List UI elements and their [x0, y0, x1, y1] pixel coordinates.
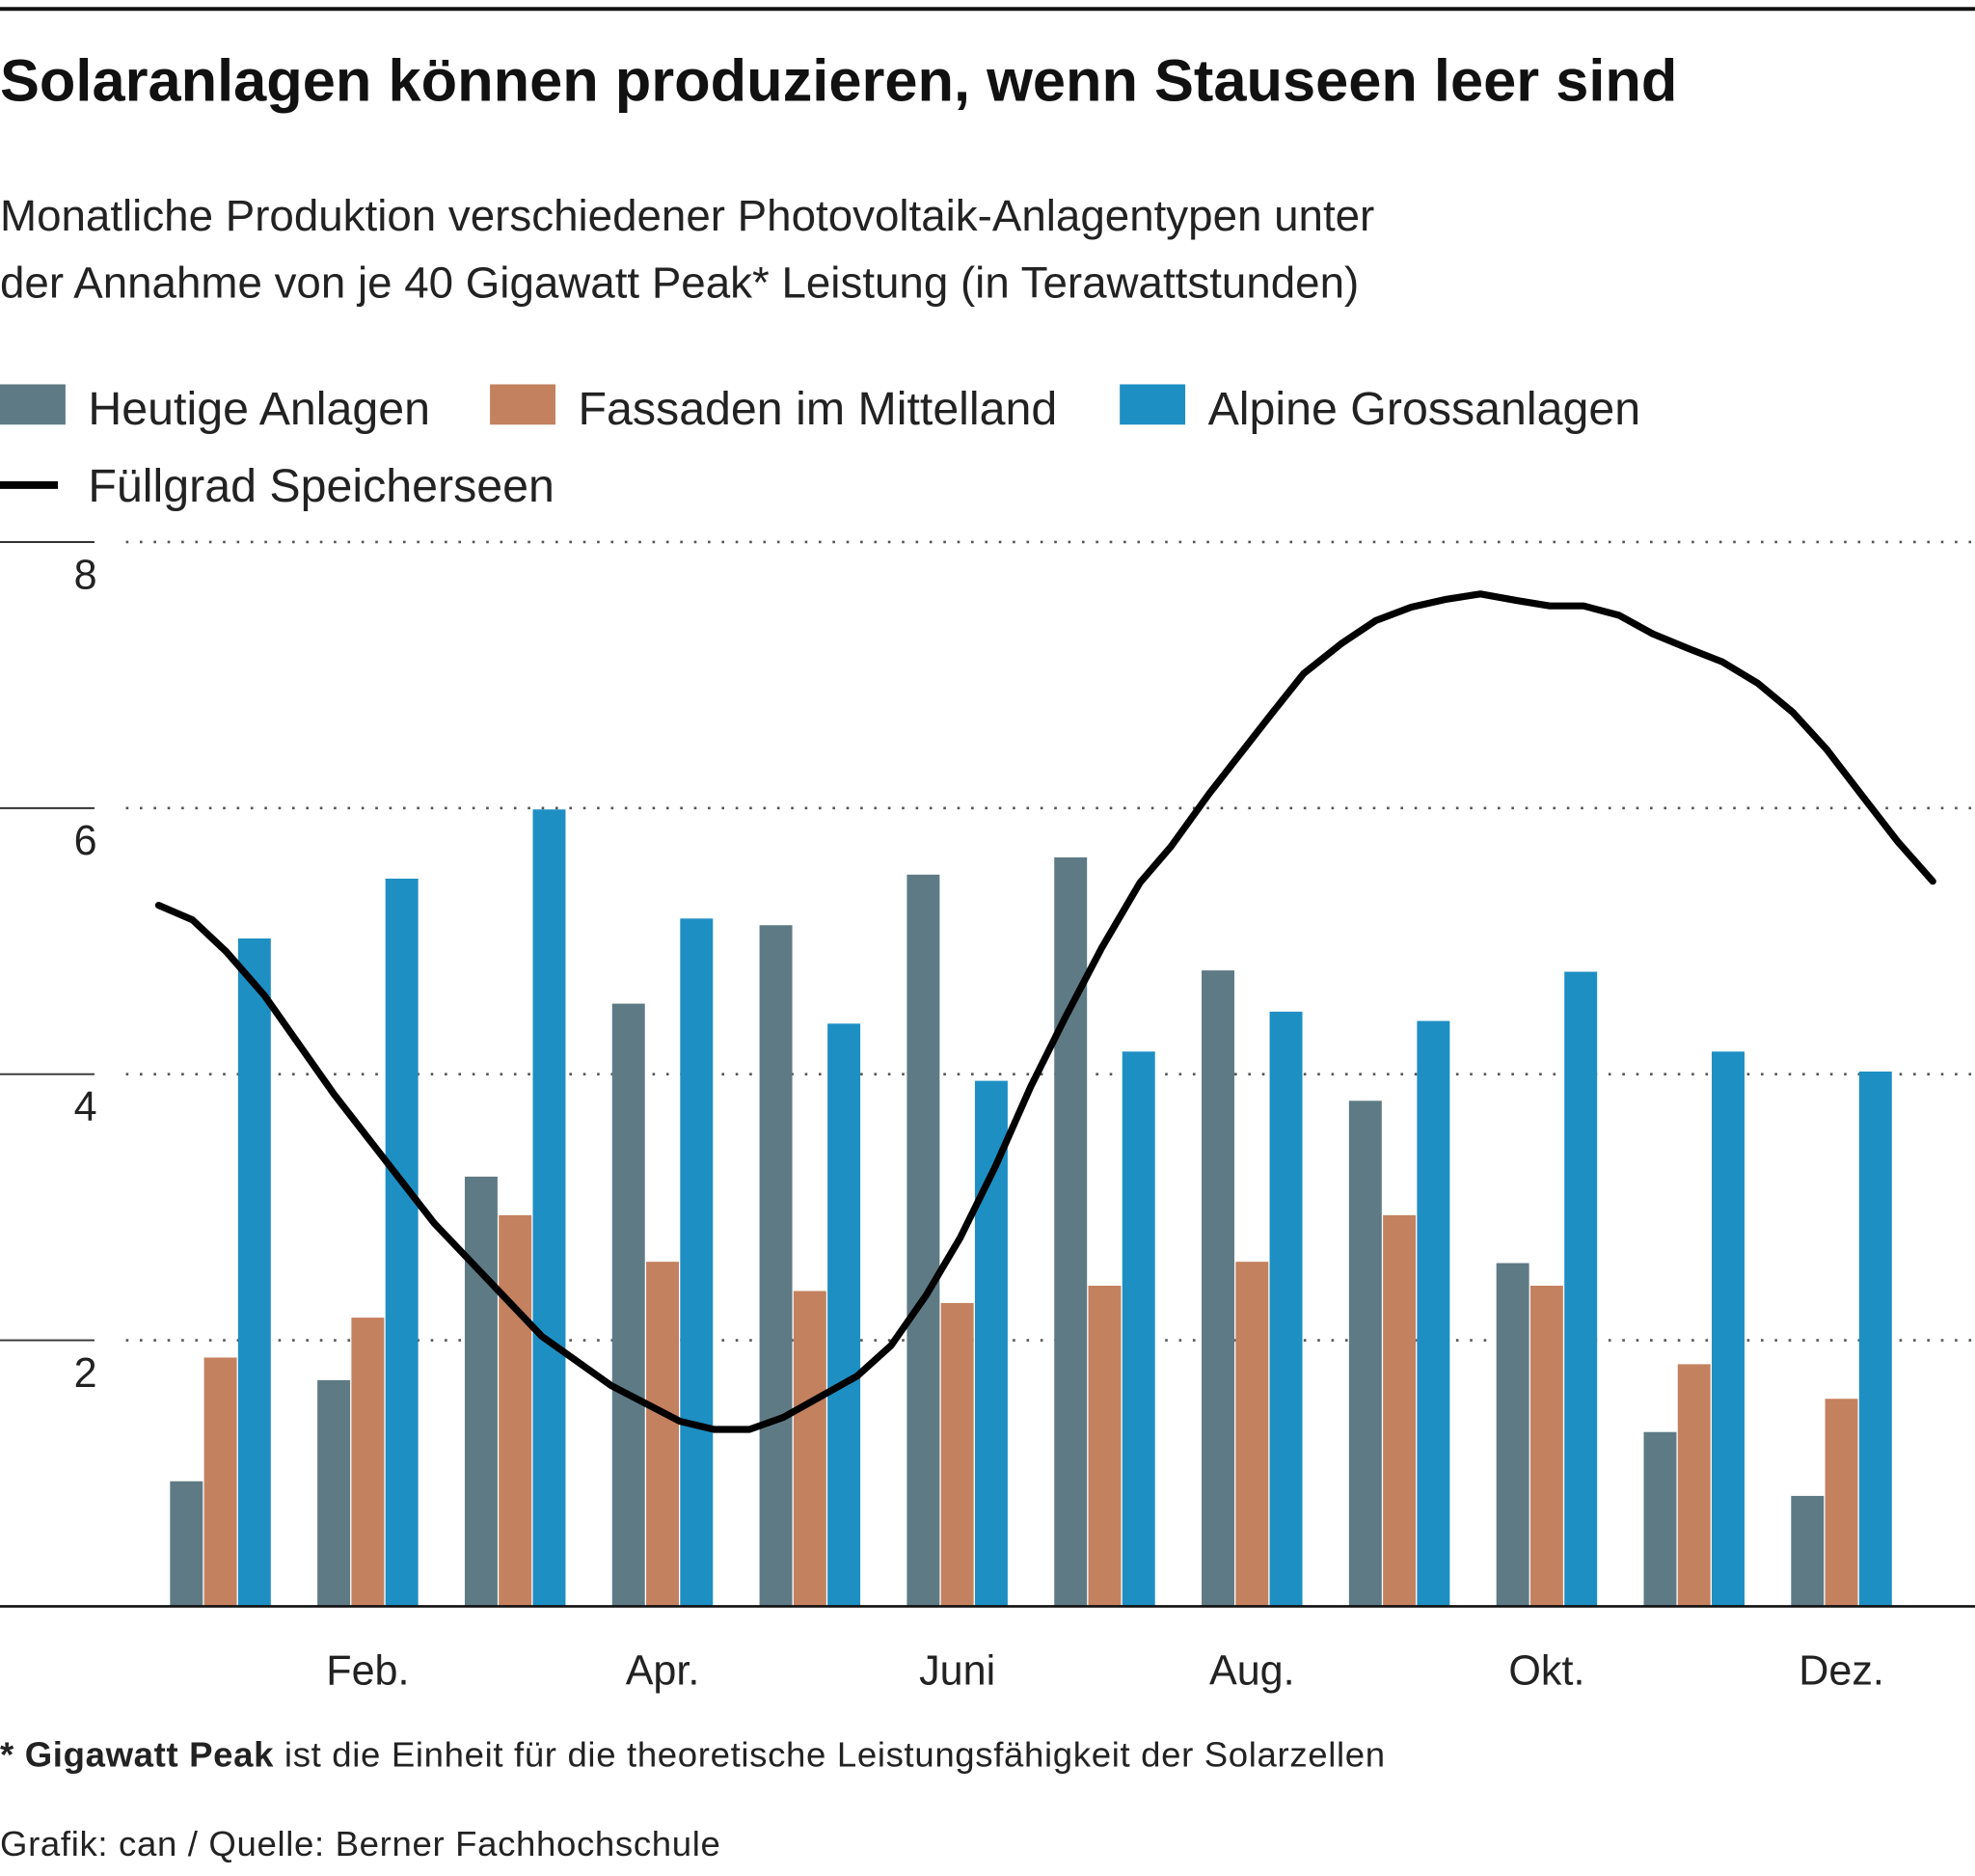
bar-alpine-grossanlagen — [1564, 971, 1598, 1607]
bar-fassaden-im-mittelland — [940, 1302, 974, 1607]
bar-fassaden-im-mittelland — [1088, 1285, 1122, 1607]
x-tick-label: Okt. — [1508, 1647, 1584, 1694]
bar-heutige-anlagen — [1348, 1101, 1382, 1607]
bar-fassaden-im-mittelland — [793, 1291, 826, 1607]
bar-heutige-anlagen — [1496, 1263, 1529, 1607]
bar-heutige-anlagen — [464, 1176, 498, 1607]
bar-alpine-grossanlagen — [827, 1023, 861, 1607]
chart-subtitle-line-2: der Annahme von je 40 Gigawatt Peak* Lei… — [0, 258, 1359, 307]
y-tick-label: 6 — [74, 818, 97, 864]
legend-swatch-alpine — [1120, 384, 1186, 425]
legend: Heutige Anlagen Fassaden im Mittelland A… — [0, 383, 1640, 512]
chart-title: Solaranlagen können produzieren, wenn St… — [0, 48, 1677, 115]
bar-fassaden-im-mittelland — [1825, 1399, 1858, 1607]
bar-fassaden-im-mittelland — [499, 1214, 532, 1607]
fill-level-line — [154, 590, 1936, 1433]
bar-fassaden-im-mittelland — [646, 1262, 679, 1607]
legend-label-heutige: Heutige Anlagen — [88, 383, 430, 435]
bar-fassaden-im-mittelland — [1677, 1364, 1711, 1607]
bar-heutige-anlagen — [170, 1481, 203, 1607]
bar-alpine-grossanlagen — [1712, 1051, 1745, 1607]
x-tick-label: Apr. — [626, 1647, 700, 1694]
bar-alpine-grossanlagen — [680, 918, 714, 1607]
bar-heutige-anlagen — [1202, 970, 1234, 1607]
bar-heutige-anlagen — [611, 1003, 645, 1607]
x-axis-ticks: Feb. Apr. Juni Aug. Okt. Dez. — [326, 1647, 1884, 1694]
x-tick-label: Juni — [919, 1647, 995, 1694]
bar-heutige-anlagen — [759, 925, 793, 1607]
x-tick-label: Aug. — [1209, 1647, 1295, 1694]
bar-alpine-grossanlagen — [385, 878, 419, 1607]
bar-heutige-anlagen — [1643, 1431, 1677, 1607]
y-tick-label: 8 — [74, 552, 97, 598]
bar-fassaden-im-mittelland — [1235, 1262, 1269, 1607]
bar-heutige-anlagen — [317, 1379, 351, 1607]
bar-alpine-grossanlagen — [1858, 1071, 1892, 1607]
bar-fassaden-im-mittelland — [1529, 1285, 1563, 1607]
y-tick-label: 4 — [74, 1084, 97, 1130]
bar-alpine-grossanlagen — [237, 938, 271, 1607]
bar-heutige-anlagen — [1054, 856, 1088, 1607]
bar-fassaden-im-mittelland — [351, 1318, 385, 1607]
chart-subtitle-line-1: Monatliche Produktion verschiedener Phot… — [0, 191, 1374, 240]
bar-fassaden-im-mittelland — [1383, 1214, 1417, 1607]
y-tick-label: 2 — [74, 1350, 97, 1397]
gridlines: 2 4 6 8 — [0, 540, 1975, 1397]
fill-level-line-group — [154, 590, 1936, 1433]
footnote-text: ist die Einheit für die theoretische Lei… — [274, 1734, 1386, 1774]
footnote: * Gigawatt Peak ist die Einheit für die … — [0, 1734, 1386, 1774]
legend-label-fuellgrad: Füllgrad Speicherseen — [88, 460, 554, 512]
legend-swatch-heutige — [0, 384, 66, 425]
bar-alpine-grossanlagen — [1122, 1051, 1155, 1607]
bar-alpine-grossanlagen — [1417, 1020, 1450, 1607]
x-tick-label: Dez. — [1799, 1647, 1884, 1694]
bar-heutige-anlagen — [1791, 1495, 1825, 1607]
legend-label-alpine: Alpine Grossanlagen — [1208, 383, 1641, 435]
legend-label-fassaden: Fassaden im Mittelland — [579, 383, 1058, 435]
bar-fassaden-im-mittelland — [203, 1357, 237, 1607]
bar-alpine-grossanlagen — [532, 809, 566, 1607]
source-credit: Grafik: can / Quelle: Berner Fachhochsch… — [0, 1824, 721, 1863]
bar-alpine-grossanlagen — [1269, 1011, 1303, 1607]
footnote-bold: * Gigawatt Peak — [0, 1734, 274, 1774]
legend-swatch-fassaden — [490, 384, 555, 425]
bar-alpine-grossanlagen — [974, 1080, 1008, 1607]
bar-heutige-anlagen — [906, 874, 940, 1607]
bars — [170, 809, 1892, 1607]
x-tick-label: Feb. — [326, 1647, 409, 1694]
